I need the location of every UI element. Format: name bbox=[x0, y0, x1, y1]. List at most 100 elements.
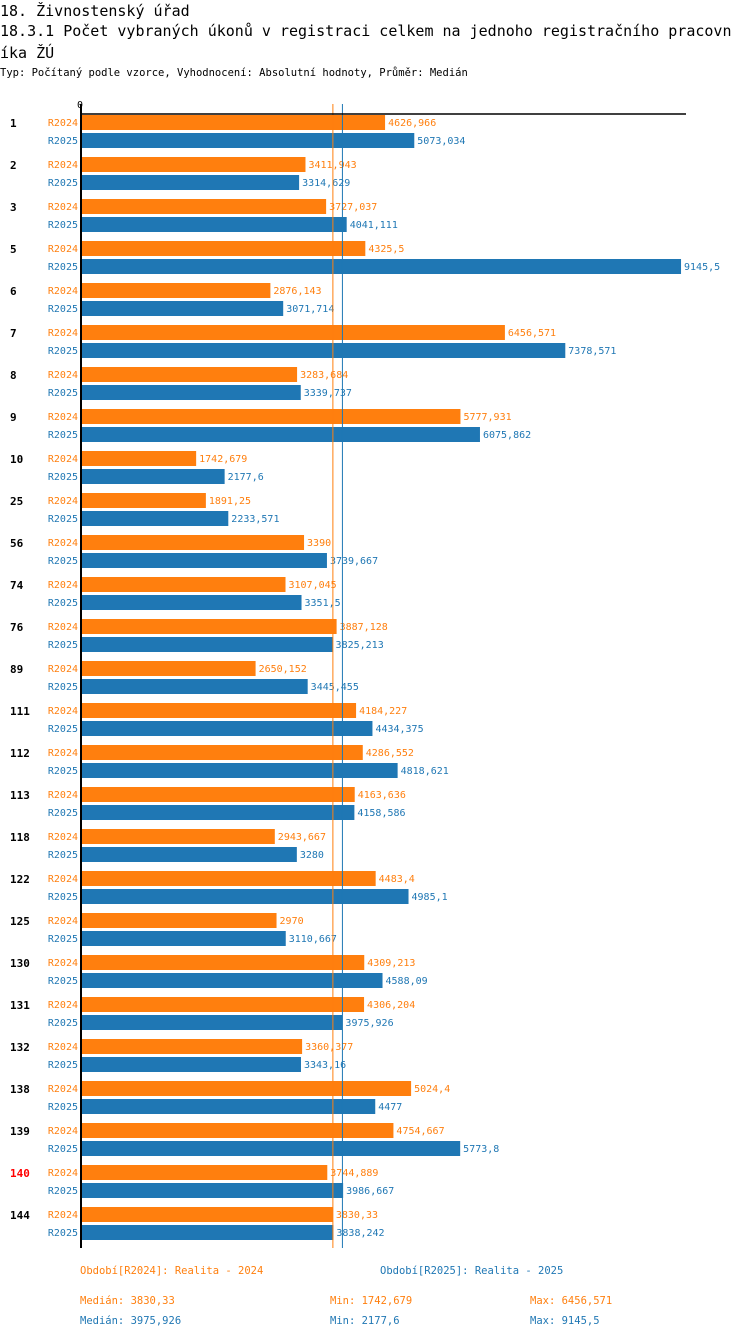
series-label: R2024 bbox=[48, 874, 78, 885]
stat-median-r2025: Medián: 3975,926 bbox=[80, 1315, 182, 1327]
series-label: R2025 bbox=[48, 808, 78, 819]
series-label: R2024 bbox=[48, 286, 78, 297]
data-label: 6456,571 bbox=[508, 328, 556, 339]
category-label: 7 bbox=[10, 327, 17, 340]
series-label: R2024 bbox=[48, 370, 78, 381]
stat-min-r2025: Min: 2177,6 bbox=[330, 1315, 400, 1327]
bar-r2024 bbox=[82, 157, 306, 172]
bar-r2025 bbox=[82, 259, 682, 274]
bar-r2024 bbox=[82, 409, 461, 424]
series-label: R2025 bbox=[48, 682, 78, 693]
bar-r2024 bbox=[82, 871, 376, 886]
series-label: R2025 bbox=[48, 472, 78, 483]
bar-r2024 bbox=[82, 1039, 303, 1054]
bar-r2024 bbox=[82, 829, 275, 844]
data-label: 5024,4 bbox=[414, 1084, 450, 1095]
series-label: R2025 bbox=[48, 304, 78, 315]
data-label: 2233,571 bbox=[231, 514, 279, 525]
category-label: 113 bbox=[10, 789, 30, 802]
data-label: 2177,6 bbox=[228, 472, 264, 483]
category-label: 10 bbox=[10, 453, 23, 466]
category-label: 111 bbox=[10, 705, 30, 718]
data-label: 4477 bbox=[378, 1102, 402, 1113]
bar-r2024 bbox=[82, 1081, 412, 1096]
category-label: 112 bbox=[10, 747, 30, 760]
data-label: 1891,25 bbox=[209, 496, 251, 507]
bar-r2025 bbox=[82, 679, 308, 694]
category-label: 56 bbox=[10, 537, 24, 550]
series-label: R2024 bbox=[48, 1042, 78, 1053]
data-label: 3739,667 bbox=[330, 556, 378, 567]
series-label: R2024 bbox=[48, 202, 78, 213]
category-label: 25 bbox=[10, 495, 23, 508]
series-label: R2024 bbox=[48, 664, 78, 675]
bar-r2025 bbox=[82, 1183, 344, 1198]
category-label: 125 bbox=[10, 915, 30, 928]
bar-r2025 bbox=[82, 805, 355, 820]
series-label: R2025 bbox=[48, 388, 78, 399]
bar-r2025 bbox=[82, 1057, 301, 1072]
bar-r2025 bbox=[82, 763, 398, 778]
bar-r2024 bbox=[82, 493, 206, 508]
bar-r2024 bbox=[82, 1165, 328, 1180]
data-label: 2943,667 bbox=[278, 832, 326, 843]
series-label: R2024 bbox=[48, 496, 78, 507]
series-label: R2024 bbox=[48, 958, 78, 969]
data-label: 5073,034 bbox=[417, 136, 465, 147]
data-label: 9145,5 bbox=[684, 262, 720, 273]
data-label: 3986,667 bbox=[346, 1186, 394, 1197]
data-label: 3360,377 bbox=[305, 1042, 353, 1053]
data-label: 3887,128 bbox=[340, 622, 388, 633]
legend-r2024: Období[R2024]: Realita - 2024 bbox=[80, 1265, 264, 1277]
section-title: 18. Živnostenský úřad bbox=[0, 2, 190, 20]
data-label: 3107,045 bbox=[289, 580, 337, 591]
bar-r2025 bbox=[82, 301, 284, 316]
category-label: 8 bbox=[10, 369, 17, 382]
data-label: 4588,09 bbox=[386, 976, 428, 987]
bar-r2024 bbox=[82, 241, 366, 256]
stat-min-r2024: Min: 1742,679 bbox=[330, 1295, 413, 1307]
data-label: 4184,227 bbox=[359, 706, 407, 717]
series-label: R2024 bbox=[48, 1210, 78, 1221]
bar-r2024 bbox=[82, 535, 305, 550]
bar-r2024 bbox=[82, 913, 277, 928]
category-label: 130 bbox=[10, 957, 30, 970]
data-label: 3314,629 bbox=[302, 178, 350, 189]
data-label: 3339,737 bbox=[304, 388, 352, 399]
data-label: 3343,16 bbox=[304, 1060, 346, 1071]
data-label: 4158,586 bbox=[357, 808, 405, 819]
series-label: R2025 bbox=[48, 262, 78, 273]
data-label: 4985,1 bbox=[412, 892, 448, 903]
bar-r2025 bbox=[82, 427, 480, 442]
category-label: 89 bbox=[10, 663, 23, 676]
stat-max-r2024: Max: 6456,571 bbox=[530, 1295, 613, 1307]
series-label: R2024 bbox=[48, 748, 78, 759]
bar-r2024 bbox=[82, 199, 327, 214]
data-label: 3727,037 bbox=[329, 202, 377, 213]
series-label: R2025 bbox=[48, 136, 78, 147]
legend-r2025: Období[R2025]: Realita - 2025 bbox=[380, 1265, 564, 1277]
bar-r2025 bbox=[82, 343, 566, 358]
bar-r2024 bbox=[82, 955, 365, 970]
data-label: 5777,931 bbox=[463, 412, 511, 423]
data-label: 3445,455 bbox=[311, 682, 359, 693]
series-label: R2025 bbox=[48, 346, 78, 357]
data-label: 4325,5 bbox=[368, 244, 404, 255]
chart-title: 18.3.1 Počet vybraných úkonů v registrac… bbox=[0, 22, 732, 62]
series-label: R2025 bbox=[48, 850, 78, 861]
data-label: 3071,714 bbox=[286, 304, 334, 315]
bar-r2025 bbox=[82, 1099, 376, 1114]
bar-r2024 bbox=[82, 787, 355, 802]
category-label: 74 bbox=[10, 579, 24, 592]
series-label: R2024 bbox=[48, 328, 78, 339]
series-label: R2024 bbox=[48, 916, 78, 927]
series-label: R2024 bbox=[48, 622, 78, 633]
bar-r2025 bbox=[82, 175, 300, 190]
bar-r2024 bbox=[82, 325, 505, 340]
series-label: R2024 bbox=[48, 1168, 78, 1179]
category-label: 9 bbox=[10, 411, 17, 424]
data-label: 6075,862 bbox=[483, 430, 531, 441]
series-label: R2025 bbox=[48, 934, 78, 945]
series-label: R2025 bbox=[48, 1102, 78, 1113]
stat-max-r2025: Max: 9145,5 bbox=[530, 1315, 600, 1327]
